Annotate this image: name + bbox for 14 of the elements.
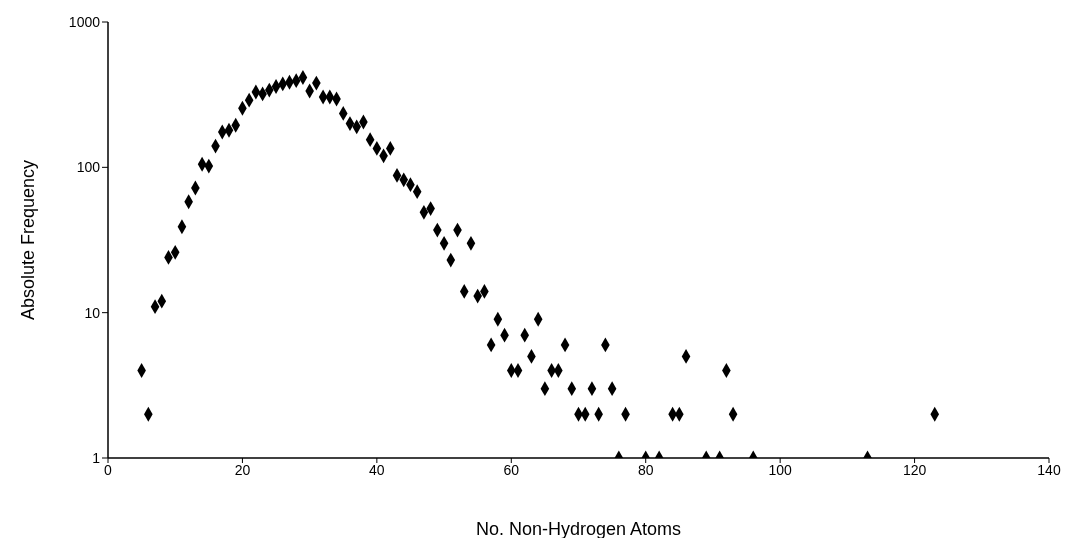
- x-tick-label: 60: [503, 461, 520, 478]
- y-tick-label: 1000: [68, 13, 101, 30]
- x-tick-label: 0: [104, 461, 113, 478]
- y-tick-label: 100: [76, 159, 101, 176]
- y-axis-title: Absolute Frequency: [18, 159, 39, 321]
- x-tick-label: 40: [369, 461, 385, 478]
- x-tick-label: 100: [768, 461, 793, 478]
- y-tick-label: 1: [92, 449, 101, 466]
- x-axis-title: No. Non-Hydrogen Atoms: [475, 518, 682, 539]
- y-tick-label: 10: [84, 304, 101, 321]
- x-tick-label: 140: [1037, 461, 1061, 478]
- x-tick-label: 120: [902, 461, 927, 478]
- x-tick-label: 20: [234, 461, 251, 478]
- x-tick-label: 80: [637, 461, 654, 478]
